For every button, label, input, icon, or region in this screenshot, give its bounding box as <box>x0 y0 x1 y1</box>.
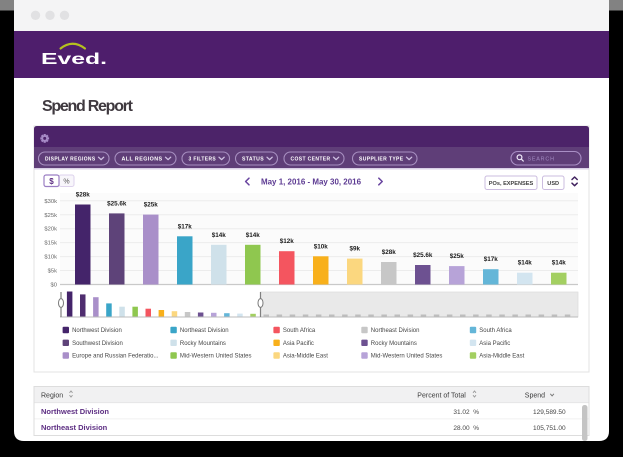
svg-text:$14k: $14k <box>518 260 533 267</box>
svg-text:Northeast Division: Northeast Division <box>180 328 229 334</box>
svg-text:Rocky Mountains: Rocky Mountains <box>371 341 417 347</box>
svg-text:129,589.50: 129,589.50 <box>533 409 566 416</box>
svg-text:$10k: $10k <box>314 243 329 250</box>
svg-text:$25k: $25k <box>450 253 465 260</box>
svg-text:$12k: $12k <box>280 238 295 245</box>
svg-text:$25.6k: $25.6k <box>413 252 433 259</box>
svg-text:SUPPLIER TYPE: SUPPLIER TYPE <box>359 157 404 163</box>
svg-text:$15k: $15k <box>44 241 57 247</box>
svg-text:Eved.: Eved. <box>41 51 107 68</box>
svg-text:$17k: $17k <box>484 256 499 263</box>
svg-text:$30k: $30k <box>44 199 57 205</box>
svg-text:Asia-Middle East: Asia-Middle East <box>283 354 328 360</box>
svg-text:POs, EXPENSES: POs, EXPENSES <box>489 181 534 187</box>
svg-text:$10k: $10k <box>44 255 57 261</box>
svg-text:Asia-Middle East: Asia-Middle East <box>479 354 524 360</box>
svg-text:Asia Pacific: Asia Pacific <box>283 341 314 347</box>
svg-text:South Africa: South Africa <box>283 328 316 334</box>
svg-text:31.02 %: 31.02 % <box>453 409 479 416</box>
svg-text:ALL REGIONS: ALL REGIONS <box>122 157 163 163</box>
svg-text:$: $ <box>49 177 54 186</box>
svg-text:Europe and Russian Federatio..: Europe and Russian Federatio... <box>72 354 159 360</box>
svg-text:Spend Report: Spend Report <box>42 98 134 115</box>
svg-text:Region: Region <box>41 393 63 400</box>
svg-text:$20k: $20k <box>44 227 57 233</box>
svg-text:DISPLAY REGIONS: DISPLAY REGIONS <box>45 157 96 163</box>
svg-text:Rocky Mountains: Rocky Mountains <box>180 341 226 347</box>
svg-text:COST CENTER: COST CENTER <box>291 157 331 163</box>
svg-text:$14k: $14k <box>246 232 261 239</box>
svg-text:$17k: $17k <box>178 223 193 230</box>
svg-text:Asia Pacific: Asia Pacific <box>479 341 510 347</box>
svg-text:Mid-Western United States: Mid-Western United States <box>180 354 252 360</box>
svg-text:$5k: $5k <box>48 269 57 275</box>
svg-text:Northeast Division: Northeast Division <box>371 328 420 334</box>
svg-text:$25k: $25k <box>144 202 159 209</box>
svg-text:Spend: Spend <box>525 393 545 400</box>
svg-text:Northwest Division: Northwest Division <box>72 328 122 334</box>
svg-text:Northwest Division: Northwest Division <box>41 407 109 416</box>
svg-text:Mid-Western United States: Mid-Western United States <box>371 354 443 360</box>
svg-text:$28k: $28k <box>382 249 397 256</box>
svg-text:3 FILTERS: 3 FILTERS <box>189 157 217 163</box>
svg-text:Percent of Total: Percent of Total <box>417 393 466 400</box>
svg-text:28.00 %: 28.00 % <box>453 425 479 432</box>
svg-text:%: % <box>63 179 69 186</box>
svg-text:South Africa: South Africa <box>479 328 512 334</box>
svg-text:105,751.00: 105,751.00 <box>533 425 566 432</box>
svg-text:$0: $0 <box>51 283 57 289</box>
svg-text:SEARCH: SEARCH <box>528 156 555 162</box>
svg-text:USD: USD <box>547 181 559 187</box>
svg-text:$14k: $14k <box>552 260 567 267</box>
svg-text:$28k: $28k <box>76 192 91 199</box>
svg-text:$25k: $25k <box>44 213 57 219</box>
svg-text:$25.6k: $25.6k <box>107 200 127 207</box>
svg-text:Southwest Division: Southwest Division <box>72 341 123 347</box>
svg-text:STATUS: STATUS <box>242 157 264 163</box>
svg-text:May 1, 2016 - May 30, 2016: May 1, 2016 - May 30, 2016 <box>261 177 361 186</box>
svg-text:$9k: $9k <box>349 246 360 253</box>
svg-text:$14k: $14k <box>212 232 227 239</box>
svg-text:Northeast Division: Northeast Division <box>41 423 108 432</box>
